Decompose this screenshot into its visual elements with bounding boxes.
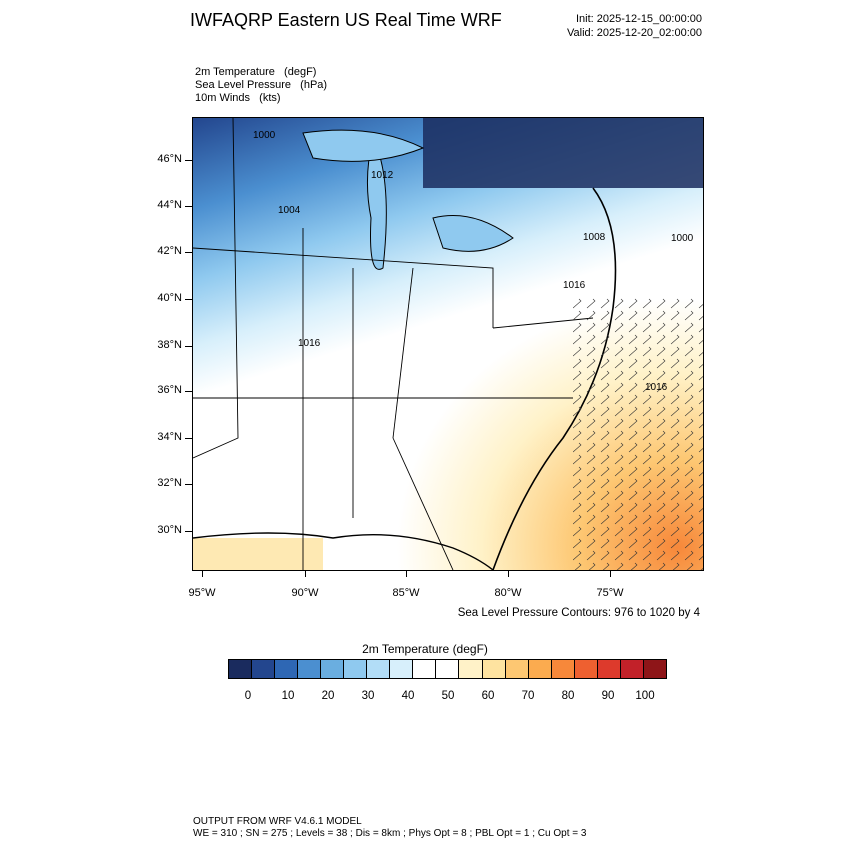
- colorbar-swatch: [252, 660, 276, 678]
- colorbar-swatch: [367, 660, 391, 678]
- lon-label-95: 95°W: [188, 587, 216, 599]
- colorbar-title: 2m Temperature (degF): [362, 642, 488, 656]
- weather-map: 1000 1012 1004 1008 1000 1016 1016 1016: [192, 117, 704, 571]
- colorbar-swatch: [528, 660, 552, 678]
- colorbar-label: 50: [441, 690, 455, 702]
- colorbar-swatch: [482, 660, 506, 678]
- colorbar-label: 20: [321, 690, 335, 702]
- lat-label-46: 46°N: [157, 153, 182, 165]
- lon-label-85: 85°W: [392, 587, 420, 599]
- lat-label-34: 34°N: [157, 431, 182, 443]
- colorbar-swatch: [597, 660, 621, 678]
- lat-label-30: 30°N: [157, 524, 182, 536]
- lon-tick: [305, 570, 306, 577]
- pressure-label-3: 1004: [278, 205, 301, 216]
- colorbar-swatch: [436, 660, 460, 678]
- footer-config: WE = 310 ; SN = 275 ; Levels = 38 ; Dis …: [193, 828, 587, 839]
- colorbar-label: 70: [521, 690, 535, 702]
- colorbar-label: 100: [635, 690, 655, 702]
- colorbar-swatch: [413, 660, 437, 678]
- state-boundaries: [193, 118, 594, 570]
- wind-barbs: [573, 298, 703, 570]
- colorbar-swatch: [275, 660, 299, 678]
- colorbar-swatch: [620, 660, 644, 678]
- colorbar-label: 10: [281, 690, 295, 702]
- lake-superior: [302, 129, 425, 162]
- pressure-label-4: 1008: [583, 232, 606, 243]
- colorbar-swatch: [574, 660, 598, 678]
- colorbar-label: 90: [601, 690, 615, 702]
- colorbar-label: 80: [561, 690, 575, 702]
- colorbar-label: 30: [361, 690, 375, 702]
- lat-tick: [185, 531, 192, 532]
- contour-note: Sea Level Pressure Contours: 976 to 1020…: [457, 607, 700, 619]
- footer-model: OUTPUT FROM WRF V4.6.1 MODEL: [193, 816, 362, 827]
- colorbar-label: 60: [481, 690, 495, 702]
- colorbar-swatch: [344, 660, 368, 678]
- lon-tick: [508, 570, 509, 577]
- map-svg: 1000 1012 1004 1008 1000 1016 1016 1016: [193, 118, 703, 570]
- colorbar-label: 0: [244, 690, 252, 702]
- lon-tick: [610, 570, 611, 577]
- gulf-warm-region: [193, 538, 323, 570]
- lat-label-42: 42°N: [157, 245, 182, 257]
- lat-tick: [185, 438, 192, 439]
- lat-tick: [185, 346, 192, 347]
- lon-tick: [202, 570, 203, 577]
- lon-tick: [406, 570, 407, 577]
- lat-label-44: 44°N: [157, 199, 182, 211]
- pressure-label-2: 1012: [371, 170, 394, 181]
- colorbar-swatch: [551, 660, 575, 678]
- lat-label-36: 36°N: [157, 384, 182, 396]
- colorbar-swatch: [643, 660, 666, 678]
- lon-label-75: 75°W: [596, 587, 624, 599]
- pressure-label-8: 1016: [645, 382, 668, 393]
- colorbar: [228, 659, 667, 679]
- lat-tick: [185, 299, 192, 300]
- valid-time: Valid: 2025-12-20_02:00:00: [567, 27, 702, 39]
- lon-label-90: 90°W: [291, 587, 319, 599]
- colorbar-swatch: [298, 660, 322, 678]
- gulf-coastline: [193, 532, 494, 570]
- colorbar-swatch: [505, 660, 529, 678]
- colorbar-label: 40: [401, 690, 415, 702]
- field-label-temperature: 2m Temperature (degF): [195, 66, 317, 78]
- lon-label-80: 80°W: [494, 587, 522, 599]
- lat-tick: [185, 484, 192, 485]
- colorbar-swatch: [390, 660, 414, 678]
- lat-label-38: 38°N: [157, 339, 182, 351]
- lat-tick: [185, 206, 192, 207]
- colorbar-swatch: [459, 660, 483, 678]
- pressure-label-5: 1000: [671, 233, 694, 244]
- lat-label-40: 40°N: [157, 292, 182, 304]
- lake-michigan: [366, 136, 387, 270]
- pressure-label-6: 1016: [298, 338, 321, 349]
- lat-tick: [185, 160, 192, 161]
- lat-label-32: 32°N: [157, 477, 182, 489]
- field-label-winds: 10m Winds (kts): [195, 92, 281, 104]
- lat-tick: [185, 252, 192, 253]
- pressure-label-1: 1000: [253, 130, 276, 141]
- colorbar-swatch: [229, 660, 253, 678]
- field-label-pressure: Sea Level Pressure (hPa): [195, 79, 328, 91]
- colorbar-swatch: [321, 660, 345, 678]
- lake-erie: [432, 215, 514, 252]
- page-title: IWFAQRP Eastern US Real Time WRF: [190, 10, 502, 30]
- init-time: Init: 2025-12-15_00:00:00: [576, 13, 702, 25]
- pressure-label-7: 1016: [563, 280, 586, 291]
- lat-tick: [185, 391, 192, 392]
